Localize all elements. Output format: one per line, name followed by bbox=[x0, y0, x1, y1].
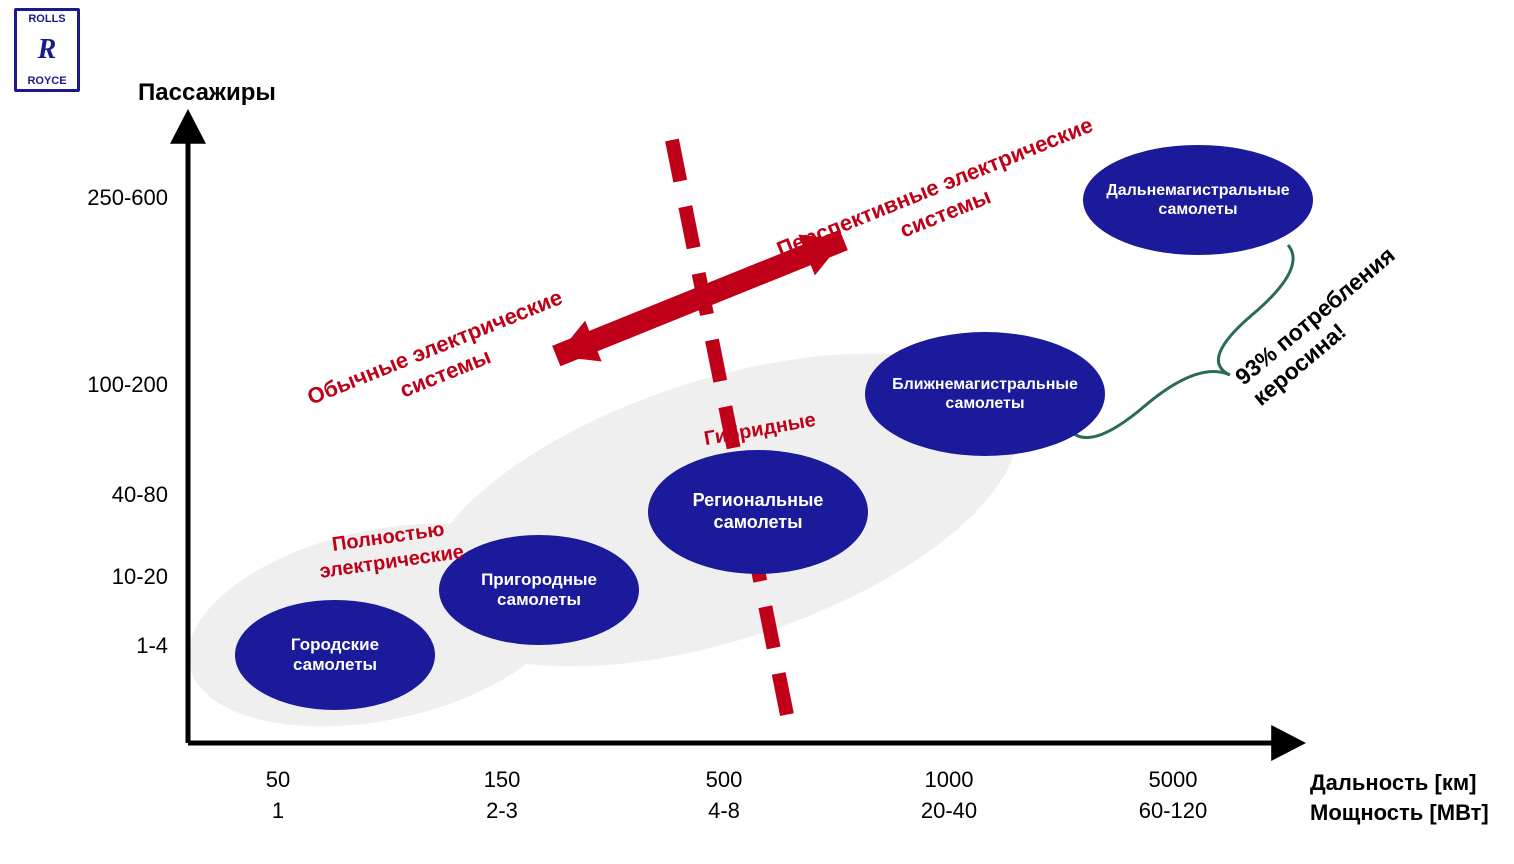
x-tick: 500 4-8 bbox=[664, 765, 784, 827]
aircraft-node-shorthaul: Ближнемагистральные самолеты bbox=[865, 332, 1105, 456]
y-tick: 40-80 bbox=[48, 482, 168, 508]
y-tick: 100-200 bbox=[48, 372, 168, 398]
aircraft-node-urban: Городские самолеты bbox=[235, 600, 435, 710]
y-axis-title: Пассажиры bbox=[138, 79, 276, 107]
aircraft-node-suburban: Пригородные самолеты bbox=[439, 535, 639, 645]
x-tick: 150 2-3 bbox=[442, 765, 562, 827]
y-tick: 1-4 bbox=[48, 633, 168, 659]
x-tick: 50 1 bbox=[218, 765, 338, 827]
y-tick: 250-600 bbox=[48, 185, 168, 211]
aircraft-node-regional: Региональные самолеты bbox=[648, 450, 868, 574]
x-axis-title-range: Дальность [км] bbox=[1310, 770, 1476, 796]
x-tick: 5000 60-120 bbox=[1113, 765, 1233, 827]
chart-stage: ROLLS R ROYCE Пассажиры Дальность [км] М… bbox=[0, 0, 1514, 864]
x-axis-title-power: Мощность [МВт] bbox=[1310, 800, 1489, 826]
aircraft-node-longhaul: Дальнемагистральные самолеты bbox=[1083, 145, 1313, 255]
y-tick: 10-20 bbox=[48, 564, 168, 590]
x-tick: 1000 20-40 bbox=[889, 765, 1009, 827]
